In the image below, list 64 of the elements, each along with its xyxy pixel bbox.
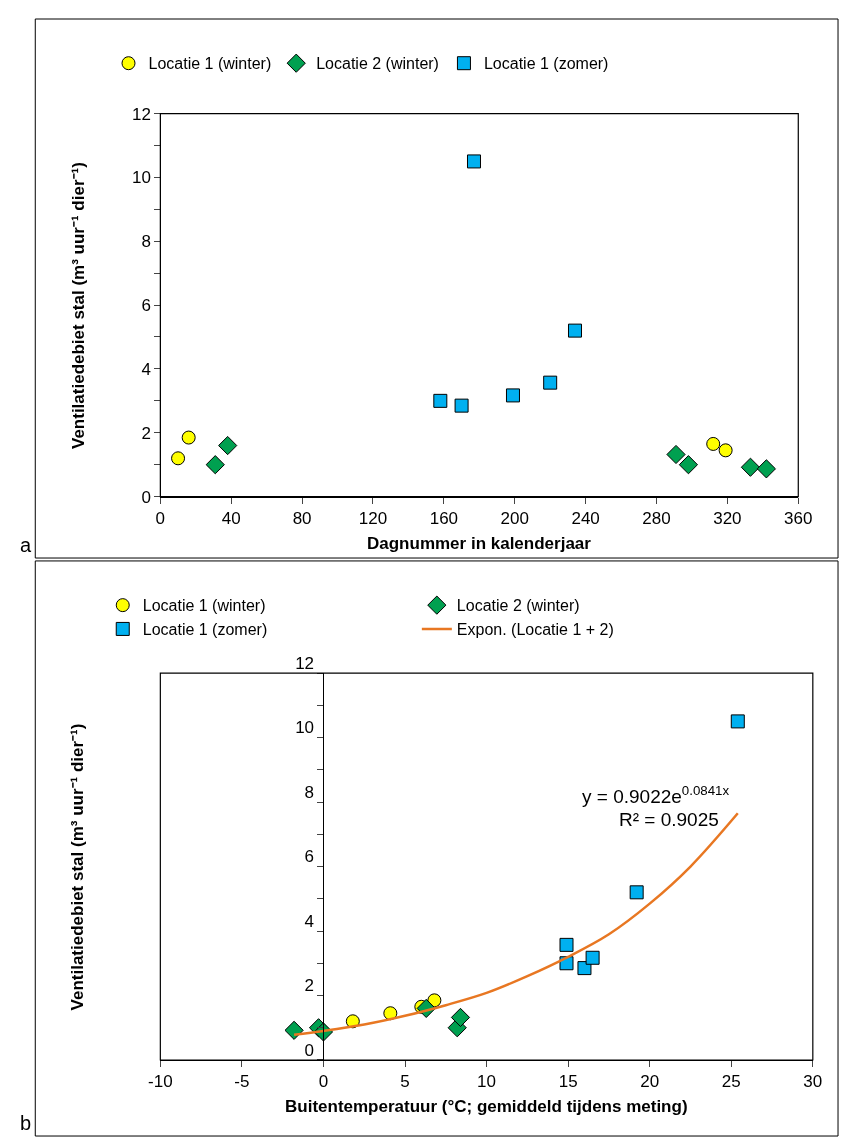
y-tick-label: 12 [132,104,151,124]
point [433,393,448,408]
point [678,455,699,475]
y-axis-title: Ventilatiedebiet stal (m³ uur⁻¹ dier⁻¹) [68,162,88,450]
point [467,154,481,169]
y-tick-label: 10 [295,718,315,738]
y-tick-label: 4 [304,911,315,931]
x-tick-label: -5 [234,1072,250,1092]
x-tick-label: 120 [358,509,388,529]
legend-label: Locatie 2 (winter) [316,55,439,73]
x-tick-label: 0 [318,1072,329,1092]
y-tick-label: 12 [295,653,315,673]
point [740,457,761,477]
x-tick-label: 40 [221,509,241,529]
y-tick-label: 8 [304,782,315,802]
text: b [20,1112,32,1134]
legend-label: Locatie 1 (winter) [142,597,266,615]
y-axis-title: Ventilatiedebiet stal (m³ uur⁻¹ dier⁻¹) [68,723,88,1011]
legend-label: Locatie 1 (zomer) [483,55,609,73]
point [666,444,686,465]
x-tick-label: 360 [784,509,813,529]
x-tick-label: 240 [571,509,600,529]
y-tick-label: 4 [141,359,151,379]
y-tick-label: 0 [304,1040,315,1060]
y-tick-label: 6 [304,847,315,867]
point [218,435,238,456]
x-tick-label: 80 [292,509,312,529]
x-tick-label: 160 [429,509,459,529]
y-tick-label: 8 [141,232,151,252]
x-axis-title: Dagnummer in kalenderjaar [367,534,592,553]
x-tick-label: 20 [640,1072,660,1092]
x-tick-label: 5 [400,1072,410,1092]
x-tick-label: 280 [642,509,671,529]
point [205,455,225,475]
legend-label: Locatie 1 (winter) [148,55,272,73]
x-tick-label: 10 [477,1072,497,1092]
point [756,459,776,479]
y-tick-label: 10 [132,168,151,188]
point [505,388,520,403]
point [568,323,582,338]
legend-label: Locatie 2 (winter) [456,597,580,615]
y-tick-label: 2 [141,423,151,443]
point [706,436,721,451]
annotation: y = 0.9022e$^{0.0841x}$ [582,783,730,807]
point [454,398,469,413]
point [181,430,196,445]
legend-label: Locatie 1 (zomer) [142,621,268,639]
y-tick-label: 6 [141,296,151,316]
point [543,375,558,390]
x-tick-label: -10 [148,1072,173,1092]
x-tick-label: 25 [721,1072,741,1092]
x-tick-label: 0 [155,509,166,529]
text: a [20,534,32,556]
y-tick-label: 2 [304,976,315,996]
y-tick-label: 0 [141,487,151,507]
point [171,451,186,466]
x-tick-label: 320 [713,509,742,529]
point [718,443,733,458]
x-tick-label: 15 [558,1072,578,1092]
legend-label: Expon. (Locatie 1 + 2) [456,621,614,639]
x-tick-label: 200 [500,509,529,529]
x-tick-label: 30 [803,1072,823,1092]
x-axis-title: Buitentemperatuur (°C; gemiddeld tijdens meting) [285,1097,688,1116]
annotation: R² = 0.9025 [619,809,719,830]
